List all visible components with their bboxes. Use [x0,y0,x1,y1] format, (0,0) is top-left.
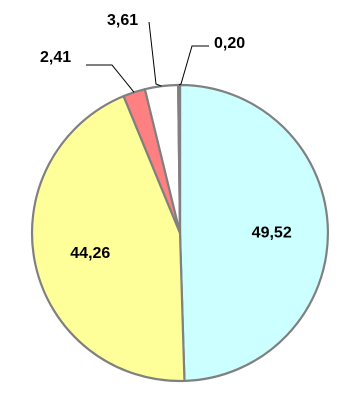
leader-line-4 [178,45,209,86]
slice-labels: 49,52 44,26 2,41 3,61 0,20 [40,12,292,262]
pie-slice-1 [30,95,186,383]
leader-line-3 [148,21,162,87]
slice-label-2: 2,41 [40,49,71,66]
slice-label-1: 44,26 [70,245,110,262]
pie-slices [30,83,329,383]
slice-label-3: 3,61 [107,12,138,29]
slice-label-4: 0,20 [214,35,245,52]
pie-slice-0 [178,83,329,383]
slice-label-0: 49,52 [252,225,292,242]
leader-lines [86,21,209,93]
leader-line-2 [86,64,135,93]
